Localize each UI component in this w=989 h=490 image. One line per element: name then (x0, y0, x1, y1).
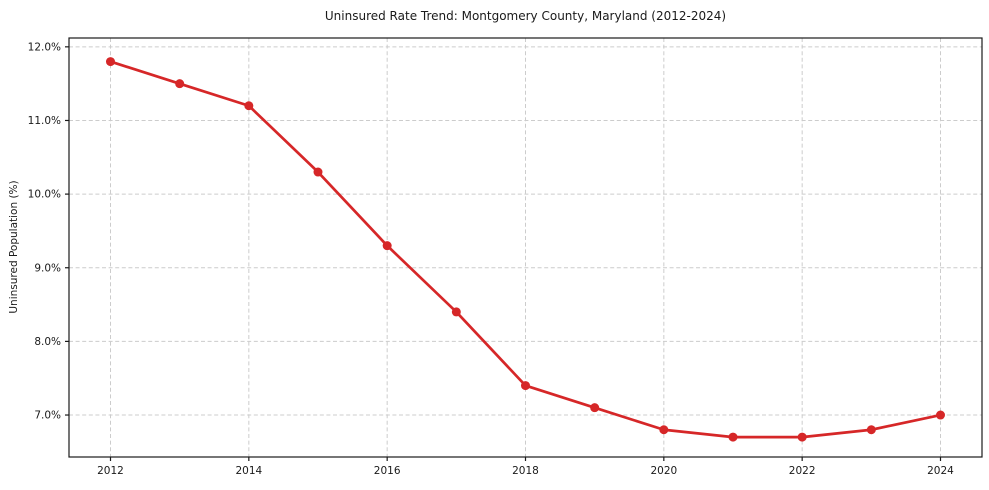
data-point-2019 (590, 403, 600, 413)
y-tick-label: 10.0% (28, 189, 61, 201)
x-tick-label: 2016 (374, 465, 401, 477)
y-tick-label: 12.0% (28, 41, 61, 53)
data-point-2016 (382, 241, 392, 251)
y-tick-label: 11.0% (28, 115, 61, 127)
x-tick-label: 2012 (97, 465, 124, 477)
data-point-2012 (106, 57, 115, 67)
data-point-2023 (866, 425, 876, 435)
data-point-2022 (797, 432, 807, 442)
data-point-2017 (451, 307, 461, 317)
x-tick-label: 2018 (512, 465, 539, 477)
data-point-2021 (728, 432, 738, 442)
data-point-2015 (313, 167, 323, 177)
y-tick-label: 8.0% (34, 336, 61, 348)
data-point-2013 (175, 79, 185, 89)
y-tick-label: 7.0% (34, 410, 61, 422)
x-tick-label: 2022 (789, 465, 816, 477)
x-tick-label: 2014 (235, 465, 262, 477)
chart-title: Uninsured Rate Trend: Montgomery County,… (324, 9, 727, 23)
data-point-2024 (936, 410, 945, 420)
x-tick-label: 2024 (927, 465, 954, 477)
data-point-2014 (244, 101, 254, 111)
x-tick-label: 2020 (650, 465, 677, 477)
data-point-2020 (659, 425, 669, 435)
data-point-2018 (521, 381, 530, 391)
y-tick-label: 9.0% (34, 262, 61, 274)
